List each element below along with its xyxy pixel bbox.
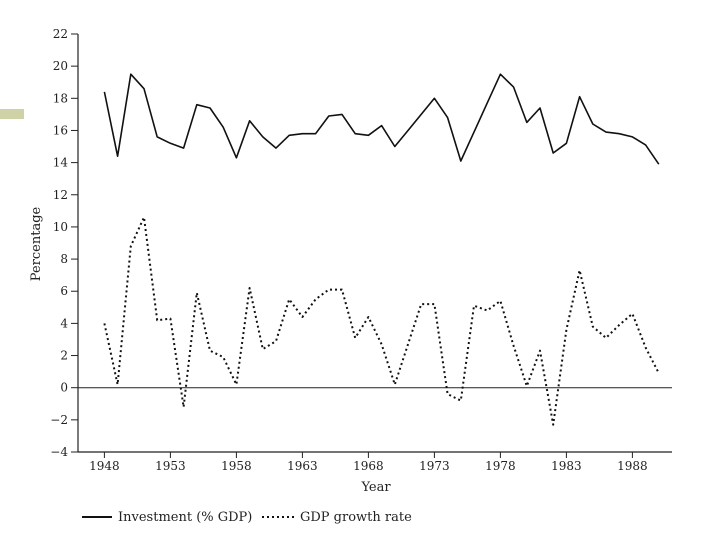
x-axis-ticks: 1948 1953 1958 1963 1968 1973 1978 1983 1988 [89, 452, 648, 473]
x-tick-label: 1958 [221, 459, 252, 473]
y-tick-label: 10 [53, 220, 68, 234]
legend-label-investment: Investment (% GDP) [118, 510, 252, 525]
y-tick-label: 14 [53, 156, 69, 170]
x-tick-label: 1968 [353, 459, 384, 473]
y-tick-label: 18 [53, 91, 68, 105]
y-tick-label: −2 [50, 413, 68, 427]
y-tick-label: −4 [50, 445, 68, 459]
y-axis-title: Percentage [29, 206, 44, 281]
x-tick-label: 1953 [155, 459, 186, 473]
y-tick-label: 16 [53, 123, 68, 137]
x-tick-label: 1978 [485, 459, 516, 473]
legend-label-gdp-growth: GDP growth rate [300, 510, 412, 525]
plot-area: −4 −2 0 2 4 6 8 10 12 14 16 18 20 22 1948 1953 1958 1963… [50, 27, 672, 473]
y-tick-label: 8 [60, 252, 68, 266]
legend: Investment (% GDP) GDP growth rate [82, 510, 412, 525]
y-tick-label: 12 [53, 188, 68, 202]
x-tick-label: 1973 [419, 459, 450, 473]
x-tick-label: 1948 [89, 459, 120, 473]
y-tick-label: 4 [60, 316, 68, 330]
investment-series-line [103, 73, 660, 165]
y-tick-label: 22 [53, 27, 68, 41]
x-tick-label: 1983 [551, 459, 582, 473]
x-tick-label: 1963 [287, 459, 318, 473]
x-axis-title: Year [360, 480, 391, 495]
y-tick-label: 0 [60, 381, 68, 395]
gdp-growth-series-line [103, 216, 660, 426]
decorative-accent-bar [0, 109, 24, 119]
x-tick-label: 1988 [617, 459, 648, 473]
y-axis-ticks: −4 −2 0 2 4 6 8 10 12 14 16 18 20 22 [50, 27, 78, 459]
y-tick-label: 2 [60, 349, 68, 363]
y-tick-label: 6 [60, 284, 68, 298]
series-layer [103, 73, 660, 426]
y-tick-label: 20 [53, 59, 68, 73]
